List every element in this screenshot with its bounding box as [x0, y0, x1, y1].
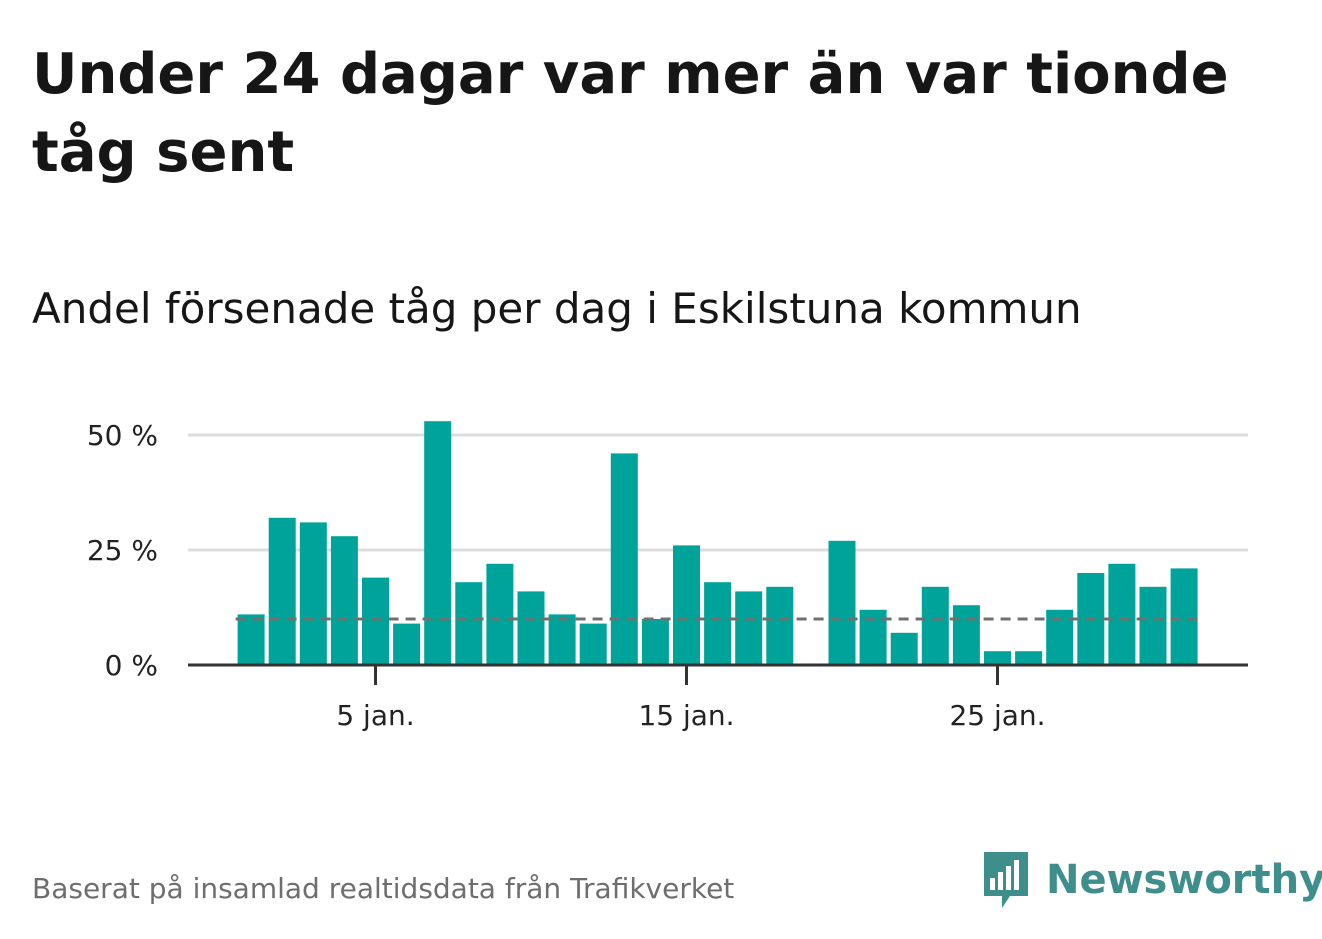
brand-name: Newsworthy	[1046, 857, 1322, 903]
bar	[455, 582, 483, 665]
bar	[579, 623, 607, 665]
bars	[237, 421, 1198, 665]
bar	[1108, 563, 1136, 665]
bar	[1015, 651, 1043, 665]
bar	[548, 614, 576, 665]
newsworthy-logo-icon	[984, 852, 1028, 908]
bar	[735, 591, 763, 665]
bar	[517, 591, 545, 665]
bar	[952, 605, 980, 665]
bar	[641, 619, 669, 665]
bar	[1139, 586, 1167, 665]
brand-logo[interactable]: Newsworthy	[980, 850, 1322, 910]
bar	[984, 651, 1011, 665]
x-tick-label: 15 jan.	[638, 699, 734, 732]
bar	[610, 453, 638, 665]
bar-chart: 0 % 25 % 50 % 5 jan. 15 jan. 25 jan.	[87, 419, 1248, 732]
bar	[704, 582, 732, 665]
grid-lines	[188, 433, 1248, 552]
axes: 0 % 25 % 50 % 5 jan. 15 jan. 25 jan.	[87, 419, 1248, 732]
y-tick-label: 0 %	[105, 649, 158, 682]
x-tick-label: 5 jan.	[336, 699, 414, 732]
chart-subtitle: Andel försenade tåg per dag i Eskilstuna…	[32, 284, 1082, 333]
bar	[424, 421, 452, 665]
source-note: Baserat på insamlad realtidsdata från Tr…	[32, 872, 735, 905]
y-tick-label: 50 %	[87, 419, 158, 452]
bar	[673, 545, 700, 665]
bar	[268, 517, 296, 665]
x-tick-label: 25 jan.	[949, 699, 1045, 732]
bar	[237, 614, 265, 665]
bar	[330, 536, 358, 665]
chart-title: Under 24 dagar var mer än var tionde tåg…	[32, 42, 1229, 186]
bar	[766, 586, 794, 665]
bar	[828, 540, 856, 665]
bar	[299, 522, 327, 665]
bar	[1170, 568, 1198, 665]
bar	[890, 632, 918, 665]
bar	[362, 577, 389, 665]
bar	[486, 563, 514, 665]
bar	[921, 586, 949, 665]
bar	[393, 623, 421, 665]
y-tick-label: 25 %	[87, 534, 158, 567]
